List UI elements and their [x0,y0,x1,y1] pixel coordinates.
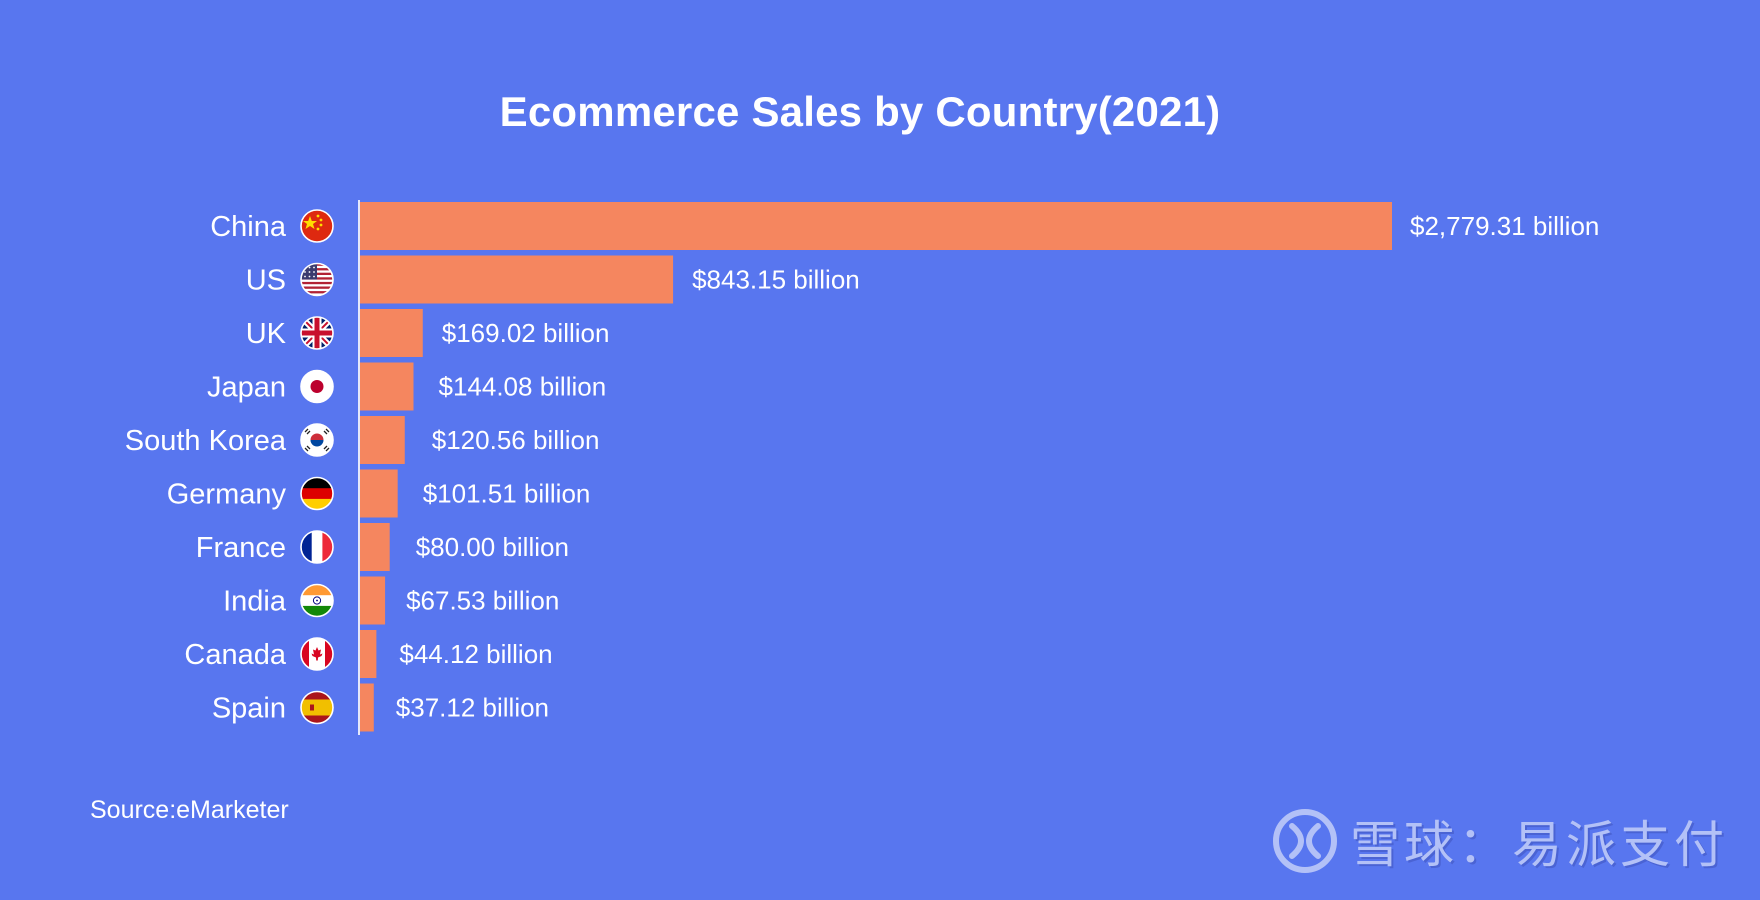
category-label: UK [246,318,287,350]
bar-value-label: $843.15 billion [692,265,860,295]
category-label: Japan [207,372,286,404]
japan-flag-icon [300,369,334,404]
bar-japan [360,362,414,411]
bar-value-label: $44.12 billion [399,639,552,669]
category-label: Spain [212,693,286,725]
canada-flag-icon [300,637,334,671]
bar-value-label: $144.08 billion [438,372,606,402]
bar-us [360,255,674,304]
us-flag-icon [300,262,334,297]
bar-india [360,576,386,625]
bar-value-label: $67.53 billion [406,586,559,616]
bar-canada [360,630,377,678]
bar-china [360,202,1392,250]
bar-value-label: $80.00 billion [416,532,569,562]
france-flag-icon [300,530,334,564]
spain-flag-icon [300,690,334,725]
bar-france [360,523,390,571]
south-korea-flag-icon [300,423,334,457]
bar-value-label: $2,779.31 billion [1410,211,1599,241]
category-label: Germany [167,479,287,511]
category-label: Canada [184,639,286,671]
category-label: China [210,211,287,243]
bar-south-korea [360,416,405,464]
labels-layer: $2,779.31 billion China $843.15 billion US $… [125,211,1600,725]
flags-layer [300,209,334,725]
bar-value-label: $101.51 billion [423,479,591,509]
watermark: 雪球：易派支付 [1270,805,1728,877]
watermark-text: 雪球：易派支付 [1350,816,1728,874]
bar-spain [360,683,374,732]
bar-uk [360,309,423,357]
bars-layer [360,202,1392,732]
xueqiu-logo-icon [1273,809,1337,873]
china-flag-icon [300,209,334,243]
category-label: US [246,265,286,297]
bar-germany [360,469,398,518]
category-label: India [223,586,287,618]
uk-flag-icon [300,316,334,350]
india-flag-icon [300,583,334,618]
chart-title: Ecommerce Sales by Country(2021) [499,88,1221,135]
source-note: Source:eMarketer [90,796,289,824]
category-label: South Korea [125,425,287,457]
bar-value-label: $169.02 billion [442,318,610,348]
bar-value-label: $37.12 billion [396,693,549,723]
bar-value-label: $120.56 billion [432,425,600,455]
germany-flag-icon [300,476,334,511]
category-label: France [196,532,286,564]
